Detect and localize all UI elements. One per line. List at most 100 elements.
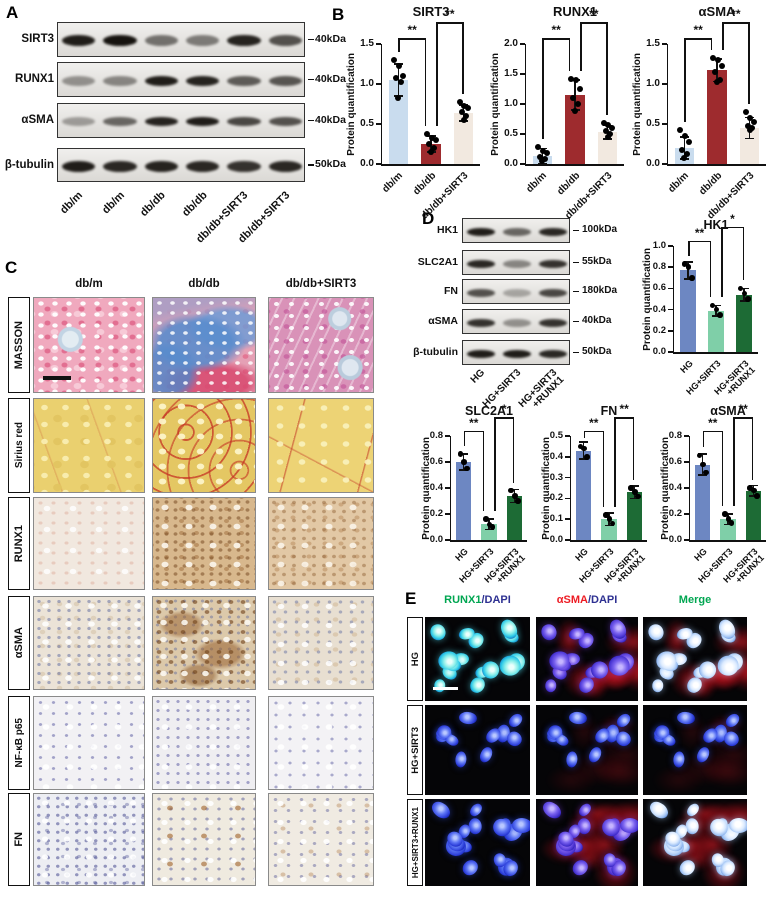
- histology-image: [33, 596, 145, 690]
- error-cap-top: [711, 304, 721, 307]
- data-point: [751, 487, 757, 494]
- bracket-arm-right: [462, 22, 464, 94]
- bracket-arm-left: [702, 430, 705, 448]
- tick-label: 0.5: [360, 118, 374, 129]
- nucleus: [539, 799, 564, 822]
- axis-tick: [376, 123, 381, 125]
- error-cap-bottom: [748, 495, 758, 497]
- mw-label: 40kDa: [582, 314, 612, 326]
- tick-label: 0.3: [549, 471, 563, 483]
- nucleus: [433, 679, 447, 693]
- y-axis-title: Protein quantification: [630, 44, 644, 164]
- significance-bracket: [463, 430, 484, 433]
- blot-protein-label: αSMA: [428, 315, 458, 327]
- bar: [388, 80, 409, 164]
- data-point: [747, 114, 754, 121]
- data-point: [458, 109, 465, 115]
- tick-label: 1.0: [504, 98, 518, 109]
- histology-image: [152, 497, 256, 590]
- axis-tick: [565, 476, 570, 479]
- blot-band: [103, 117, 137, 126]
- tick-label: 0.6: [668, 456, 682, 467]
- chart-title: αSMA: [710, 404, 746, 418]
- significance-bracket: [614, 417, 635, 419]
- blot-band: [144, 117, 178, 126]
- significance-bracket: [688, 240, 711, 243]
- error-cap-top: [604, 512, 614, 514]
- bar: [695, 464, 711, 540]
- y-axis: [666, 44, 668, 164]
- error-cap-top: [739, 287, 749, 290]
- mw-label: 40kDa: [315, 113, 346, 126]
- fluorescence-row-label-text: HG+SIRT3: [409, 726, 421, 774]
- bar: [565, 95, 585, 164]
- panel-b-label: B: [332, 5, 345, 24]
- panel-a-label: A: [6, 3, 19, 22]
- blot-band: [502, 227, 532, 236]
- blot-band: [466, 318, 496, 327]
- mw-label: 55kDa: [582, 255, 612, 267]
- blot-protein-label: FN: [444, 285, 458, 297]
- panel-c-label: C: [5, 258, 18, 277]
- data-point: [537, 153, 544, 160]
- blot-band: [502, 318, 532, 327]
- bracket-arm-left: [721, 226, 723, 298]
- blot-band: [466, 349, 496, 358]
- chart-runx1: RUNX1 Protein quantification 0.0 0.5 1.0 1.5 2…: [486, 2, 632, 224]
- fluorescence-header-part: RUNX1: [444, 594, 482, 606]
- bar: [679, 270, 697, 352]
- error-cap-bottom: [579, 458, 589, 460]
- axis-tick: [684, 513, 689, 515]
- data-point: [567, 75, 574, 82]
- bracket-arm-left: [684, 38, 686, 123]
- blot-band: [227, 35, 261, 46]
- axis-tick: [668, 245, 673, 247]
- histology-image: [33, 696, 145, 790]
- data-point: [572, 77, 579, 83]
- error-cap-top: [698, 453, 708, 455]
- blot-protein-label: SLC2A1: [417, 256, 458, 268]
- data-point: [584, 454, 590, 460]
- histology-image: [33, 398, 145, 493]
- histology-image: [33, 497, 145, 590]
- bracket-arm-left: [580, 22, 582, 71]
- tick-label: 0.0: [504, 158, 518, 169]
- data-point: [515, 498, 521, 504]
- data-point: [741, 290, 748, 297]
- data-point: [722, 511, 728, 517]
- data-point: [632, 489, 638, 495]
- chart-hk1: HK1 Protein quantification 0.0 0.2 0.4 0.6 0.8…: [638, 212, 774, 402]
- data-point: [737, 285, 744, 292]
- mw-label: 40kDa: [315, 72, 346, 85]
- x-category-label-text: db/db: [555, 170, 583, 198]
- data-point: [542, 156, 549, 163]
- histology-image: [152, 696, 256, 790]
- data-point: [398, 79, 405, 86]
- axis-tick: [662, 163, 667, 165]
- bracket-arm-right: [512, 417, 515, 483]
- blot-band: [268, 75, 302, 86]
- chart-title: SLC2A1: [465, 404, 513, 418]
- blot-band: [466, 227, 496, 236]
- y-axis: [524, 44, 526, 164]
- tick-label: 0.5: [646, 118, 660, 129]
- fluorescence-header-part: Merge: [678, 594, 712, 606]
- blot-band: [227, 160, 261, 172]
- error-cap-bottom: [537, 163, 547, 165]
- fluorescence-image: [536, 705, 638, 795]
- bracket-arm-right: [424, 38, 426, 126]
- blot-band: [227, 117, 261, 126]
- axis-tick: [376, 83, 381, 85]
- data-point: [483, 516, 489, 522]
- data-point: [689, 275, 695, 281]
- blot-image: [57, 103, 305, 138]
- x-axis: [569, 540, 647, 542]
- tick-label: 0.1: [549, 513, 563, 525]
- cytoplasm-stain: [545, 765, 598, 795]
- significance-label: **: [589, 7, 599, 22]
- error-cap-top: [723, 513, 733, 515]
- chart-title: HK1: [703, 218, 729, 232]
- data-point: [581, 445, 587, 452]
- significance-label: **: [693, 23, 703, 37]
